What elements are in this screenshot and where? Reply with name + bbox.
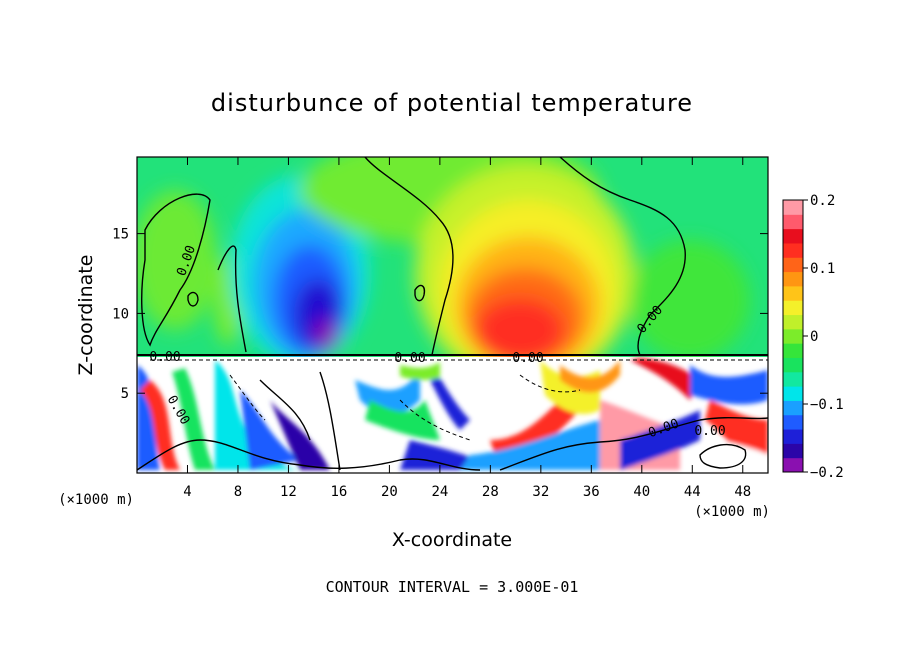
- colorbar-swatch: [783, 386, 803, 401]
- contour-label: 0.00: [694, 424, 725, 439]
- x-tick-label: 12: [280, 484, 297, 500]
- colorbar-swatch: [783, 285, 803, 301]
- contour-interval-note: CONTOUR INTERVAL = 3.000E-01: [326, 578, 579, 596]
- colorbar-swatch: [783, 414, 803, 430]
- x-axis-title: X-coordinate: [392, 529, 512, 551]
- contour-label: 0.00: [394, 351, 425, 366]
- negative-contour-lines: [150, 359, 768, 441]
- upper-field: [137, 157, 750, 385]
- x-axis: 4 8 12 16 20 24 28 32 36 40 44 48: [183, 157, 751, 500]
- x-tick-label: 20: [381, 484, 398, 500]
- colorbar-swatch: [783, 429, 803, 444]
- colorbar-tick-label: −0.2: [810, 465, 844, 481]
- plot-frame: [136, 156, 769, 474]
- x-tick-label: 32: [532, 484, 549, 500]
- x-tick-label: 40: [633, 484, 650, 500]
- colorbar-swatch: [783, 214, 803, 230]
- colorbar-swatch: [783, 328, 803, 344]
- y-tick-label: 10: [112, 306, 129, 322]
- lower-field: [137, 358, 768, 470]
- contour-label: 0.00: [149, 350, 180, 365]
- colorbar-swatch: [783, 457, 803, 473]
- colorbar-swatch: [783, 271, 803, 287]
- colorbar-swatch: [783, 300, 803, 316]
- y-tick-label: 15: [112, 227, 129, 243]
- colorbar-tick-label: 0.2: [810, 193, 835, 209]
- colorbar-swatch: [783, 242, 803, 258]
- x-tick-label: 28: [482, 484, 499, 500]
- colorbar-swatch: [783, 343, 803, 358]
- colorbar-tick-label: −0.1: [810, 397, 844, 413]
- x-tick-label: 16: [330, 484, 347, 500]
- colorbar-swatch: [783, 443, 803, 459]
- x-tick-label: 48: [734, 484, 751, 500]
- contour-lines: [137, 157, 768, 471]
- x-unit-label: (×1000 m): [58, 492, 134, 508]
- x-tick-label: 8: [234, 484, 242, 500]
- colorbar-swatch: [783, 200, 803, 215]
- colorbar-tick-label: 0: [810, 329, 818, 345]
- colorbar-swatch: [783, 371, 803, 387]
- y-axis: 5 10 15: [112, 227, 768, 402]
- x-tick-label: 36: [583, 484, 600, 500]
- y-axis-title: Z-coordinate: [75, 255, 97, 376]
- colorbar-swatch: [783, 400, 803, 416]
- colorbar-swatch: [783, 314, 803, 330]
- colorbar-swatch: [783, 357, 803, 373]
- colorbar: 0.2 0.1 0 −0.1 −0.2: [782, 193, 844, 481]
- plot-area: 0.00 0.00 0.00 0.00 0.00 0.00 0.00 0.00: [137, 157, 768, 473]
- colorbar-swatch: [783, 228, 803, 244]
- colorbar-swatch: [783, 257, 803, 273]
- x-unit-label-right: (×1000 m): [694, 504, 770, 520]
- x-tick-label: 24: [431, 484, 448, 500]
- contour-label: 0.00: [512, 351, 543, 366]
- x-tick-label: 4: [183, 484, 191, 500]
- x-tick-label: 44: [684, 484, 701, 500]
- chart-title: disturbunce of potential temperature: [211, 89, 693, 117]
- y-tick-label: 5: [121, 386, 129, 402]
- colorbar-tick-label: 0.1: [810, 261, 835, 277]
